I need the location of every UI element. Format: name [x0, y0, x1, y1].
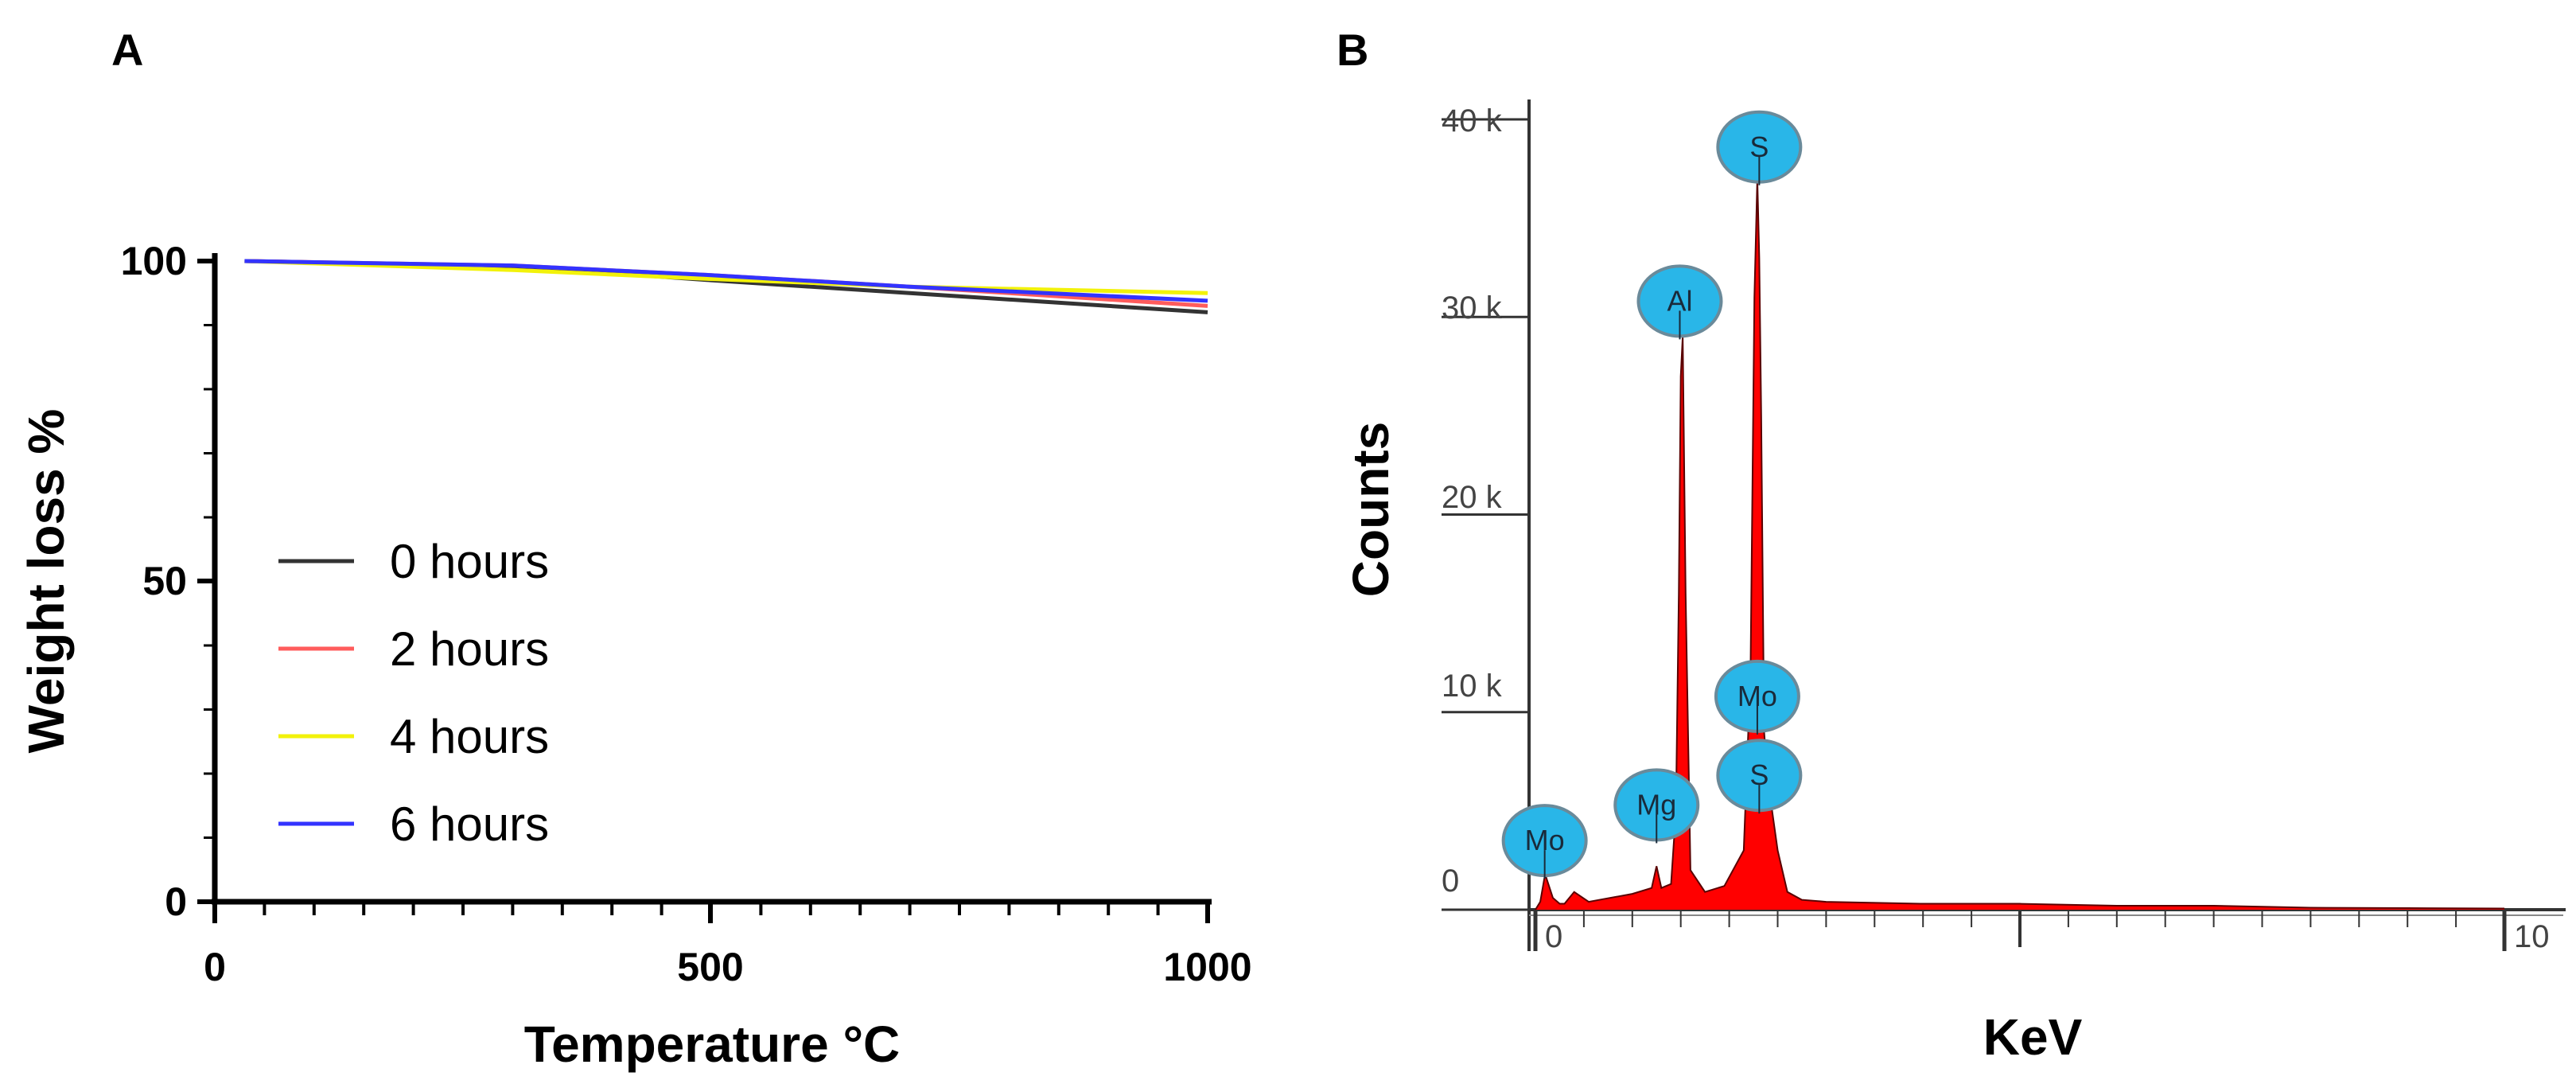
panel-a-xtick-label: 500 — [677, 945, 743, 989]
panel-b: B 40 k 30 k 20 k 10 k 0 0 10 KeV Counts … — [1337, 25, 2566, 1066]
panel-a-xtick-label: 1000 — [1163, 945, 1251, 989]
panel-b-y-ticks — [1442, 118, 1529, 911]
peak-marker-label: S — [1749, 758, 1769, 791]
panel-b-y-axis-title: Counts — [1342, 422, 1399, 597]
series-line-0-hours — [244, 259, 1208, 314]
series-line-4-hours — [244, 259, 1208, 295]
panel-b-spectrum-outline — [1535, 178, 2505, 910]
panel-b-peak-markers: Mo Mg Al S Mo S — [1501, 110, 1803, 879]
panel-a-series — [244, 259, 1208, 314]
panel-a-ytick-label: 0 — [165, 879, 187, 924]
peak-marker-label: Mo — [1737, 680, 1777, 712]
panel-b-ytick-label: 10 k — [1442, 669, 1503, 704]
peak-marker-mo: Mo — [1501, 804, 1588, 879]
panel-b-ytick-label: 40 k — [1442, 103, 1503, 138]
panel-b-x-axis-title: KeV — [1983, 1008, 2083, 1066]
panel-a-letter: A — [111, 25, 143, 75]
panel-a-ytick-label: 50 — [142, 559, 187, 603]
peak-marker-al: Al — [1636, 264, 1723, 340]
panel-b-letter: B — [1337, 25, 1368, 75]
series-line-6-hours — [244, 259, 1208, 303]
panel-a-y-axis-title: Weight loss % — [18, 409, 75, 754]
panel-a-x-axis-title: Temperature °C — [524, 1016, 901, 1073]
legend-label-4-hours: 4 hours — [390, 710, 549, 763]
peak-marker-s: S — [1716, 739, 1803, 814]
panel-b-ytick-label: 0 — [1442, 864, 1459, 899]
peak-marker-s: S — [1716, 110, 1803, 185]
peak-marker-label: Mg — [1636, 788, 1676, 821]
peak-marker-mo: Mo — [1714, 659, 1800, 735]
panel-a-xtick-label: 0 — [204, 945, 226, 989]
peak-marker-mg: Mg — [1613, 768, 1700, 844]
panel-b-xtick-label: 10 — [2514, 919, 2550, 954]
panel-a: A 100 50 0 0 500 1000 Temperature °C Wei… — [18, 25, 1252, 1073]
panel-a-minor-ticks — [204, 324, 1160, 915]
panel-b-xtick-label: 0 — [1545, 919, 1562, 954]
panel-b-ytick-label: 20 k — [1442, 480, 1503, 515]
legend-label-2-hours: 2 hours — [390, 622, 549, 676]
panel-b-x-ticks — [1582, 911, 2457, 947]
panel-a-legend: 0 hours 2 hours 4 hours 6 hours — [278, 535, 549, 851]
panel-a-ytick-label: 100 — [121, 239, 187, 283]
peak-marker-label: Al — [1667, 284, 1692, 317]
peak-marker-label: S — [1749, 131, 1769, 163]
legend-label-6-hours: 6 hours — [390, 797, 549, 851]
legend-label-0-hours: 0 hours — [390, 535, 549, 588]
peak-marker-label: Mo — [1525, 824, 1565, 856]
panel-b-ytick-label: 30 k — [1442, 290, 1503, 326]
